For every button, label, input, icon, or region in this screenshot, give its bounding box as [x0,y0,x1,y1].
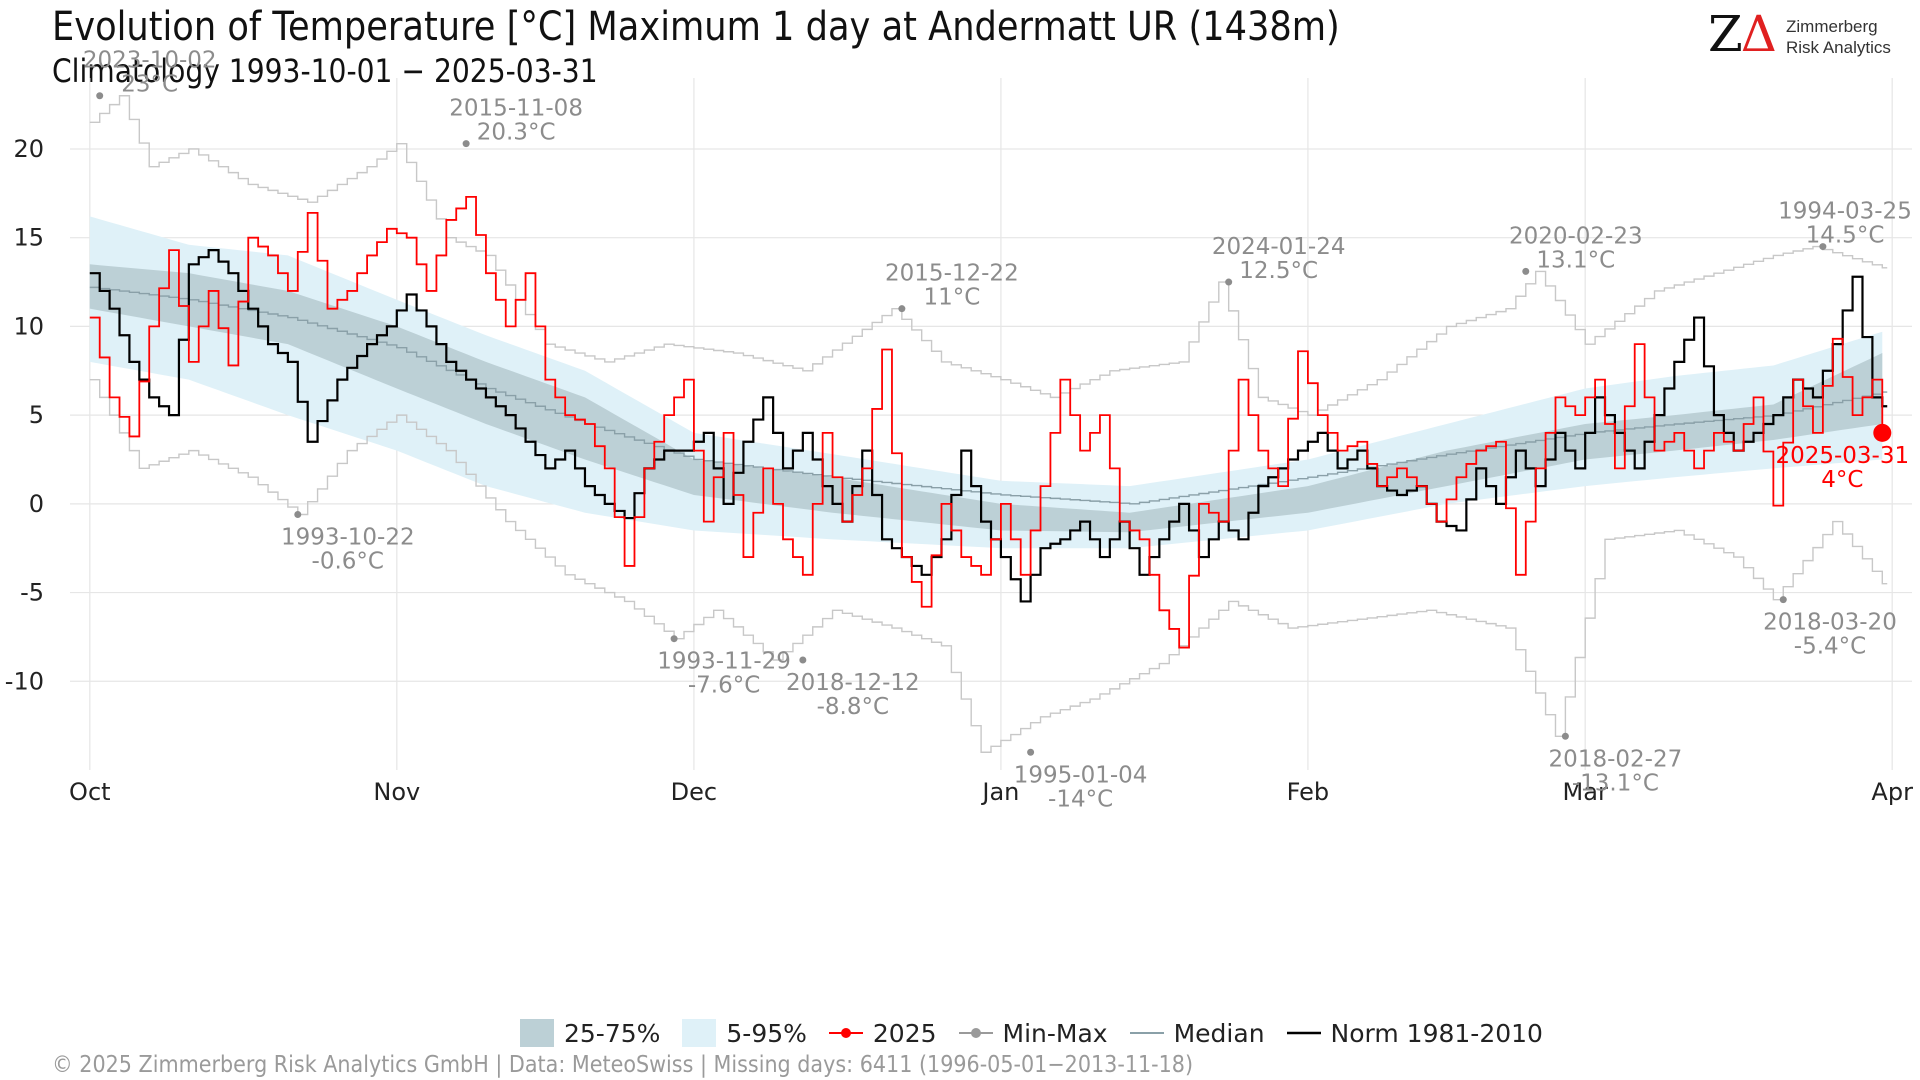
max-date-label: 2020-02-23 [1509,223,1643,249]
y-tick-label: -10 [5,667,44,695]
min-date-label: 1995-01-04 [1014,762,1148,788]
max-value-label: 13.1°C [1536,247,1615,273]
max-value-label: 23°C [121,72,178,98]
min-date-label: 2018-03-20 [1763,610,1897,636]
min-point [670,635,678,643]
x-tick-label: Nov [373,778,420,806]
legend-label-90: 5-95% [726,1018,807,1048]
min-point [1779,596,1787,604]
grid-lines [70,78,1912,770]
x-tick-label: Jan [980,778,1019,806]
logo-line-2: Risk Analytics [1786,38,1891,57]
legend-item-minmax: Min-Max [958,1018,1108,1048]
min-point [294,510,302,518]
min-value-label: -14°C [1048,786,1113,812]
legend-label-median: Median [1173,1018,1265,1048]
x-tick-label: Feb [1287,778,1330,806]
legend-key-90 [682,1019,717,1047]
legend-key-iqr [520,1019,554,1047]
min-point [799,656,807,664]
min-date-label: 1993-10-22 [281,524,415,550]
x-tick-label: Oct [69,778,111,806]
max-value-label: 20.3°C [477,120,556,146]
legend-key-norm [1286,1031,1321,1035]
legend-label-current: 2025 [872,1018,937,1048]
legend-key-current [828,1028,863,1038]
min-value-label: -5.4°C [1794,634,1866,660]
legend-item-current: 2025 [828,1018,937,1048]
legend-item-90: 5-95% [682,1019,807,1048]
legend-item-iqr: 25-75% [520,1019,660,1048]
min-value-label: -7.6°C [688,673,760,699]
max-value-label: 14.5°C [1806,223,1885,249]
x-tick-label: Mar [1563,778,1608,806]
y-tick-label: 15 [13,224,44,252]
y-tick-label: 20 [13,135,44,163]
legend-key-minmax [958,1028,993,1038]
series-2025-line [89,195,1888,649]
current-date-label: 2025-03-31 [1775,443,1909,469]
logo-z: Z [1708,5,1743,63]
min-value-label: -0.6°C [312,548,384,574]
max-value-label: 11°C [923,285,980,311]
x-tick-label: Apr [1871,778,1913,806]
chart-subtitle: Climatology 1993-10-01 − 2025-03-31 [52,52,598,90]
legend-label-iqr: 25-75% [564,1018,661,1048]
max-point [96,92,104,100]
chart-legend: 25-75% 5-95% 2025 Min-Max Median Norm 19… [520,1016,1565,1050]
axis-labels: -10 -5 0 5 10 15 20 Oct Nov Dec Jan Feb Mar Apr [5,135,1913,806]
company-logo: ZΔ Zimmerberg Risk Analytics [1708,8,1908,60]
legend-label-norm: Norm 1981-2010 [1330,1018,1543,1048]
y-tick-label: -5 [20,579,44,607]
legend-label-minmax: Min-Max [1002,1018,1108,1048]
min-point [1027,748,1035,756]
max-date-label: 2015-12-22 [885,261,1019,287]
logo-line-1: Zimmerberg [1786,17,1878,36]
legend-item-median: Median [1129,1018,1265,1048]
logo-text: Zimmerberg Risk Analytics [1786,16,1891,58]
y-tick-label: 5 [29,401,44,429]
legend-key-median [1129,1032,1164,1034]
max-date-label: 2023-10-02 [83,48,217,74]
min-date-label: 1993-11-29 [657,649,791,675]
x-tick-label: Dec [671,778,717,806]
series-max-line [89,95,1888,416]
max-point [462,140,470,148]
max-point [1522,267,1530,275]
current-value-label: 4°C [1821,467,1863,493]
min-value-label: -13.1°C [1572,770,1659,796]
min-point [1561,732,1569,740]
y-tick-label: 10 [13,312,44,340]
min-date-label: 2018-02-27 [1549,746,1683,772]
max-point [898,305,906,313]
max-date-label: 1994-03-25 [1778,199,1912,225]
min-value-label: -8.8°C [817,694,889,720]
band-25-75 [89,264,1883,533]
logo-delta: Δ [1740,5,1777,63]
max-point [1225,278,1233,286]
current-point [1873,423,1892,442]
series-min-line [89,378,1888,753]
max-date-label: 2024-01-24 [1212,234,1346,260]
max-point [1819,243,1827,251]
max-value-label: 12.5°C [1239,258,1318,284]
chart-title: Evolution of Temperature [°C] Maximum 1 … [52,4,1340,50]
max-date-label: 2015-11-08 [449,96,583,122]
footer-credits: © 2025 Zimmerberg Risk Analytics GmbH | … [52,1052,1194,1078]
y-tick-label: 0 [29,490,44,518]
logo-mark: ZΔ [1708,5,1777,63]
legend-item-norm: Norm 1981-2010 [1286,1018,1543,1048]
min-date-label: 2018-12-12 [786,670,920,696]
